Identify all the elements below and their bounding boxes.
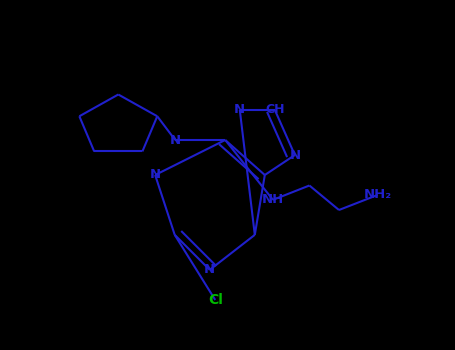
Text: NH: NH — [262, 193, 284, 206]
Text: N: N — [234, 103, 245, 117]
Text: Cl: Cl — [208, 293, 222, 307]
Text: CH: CH — [265, 103, 284, 117]
Text: N: N — [289, 148, 300, 162]
Text: NH₂: NH₂ — [364, 188, 392, 202]
Text: N: N — [150, 168, 161, 182]
Text: N: N — [170, 133, 181, 147]
Text: N: N — [204, 263, 215, 276]
